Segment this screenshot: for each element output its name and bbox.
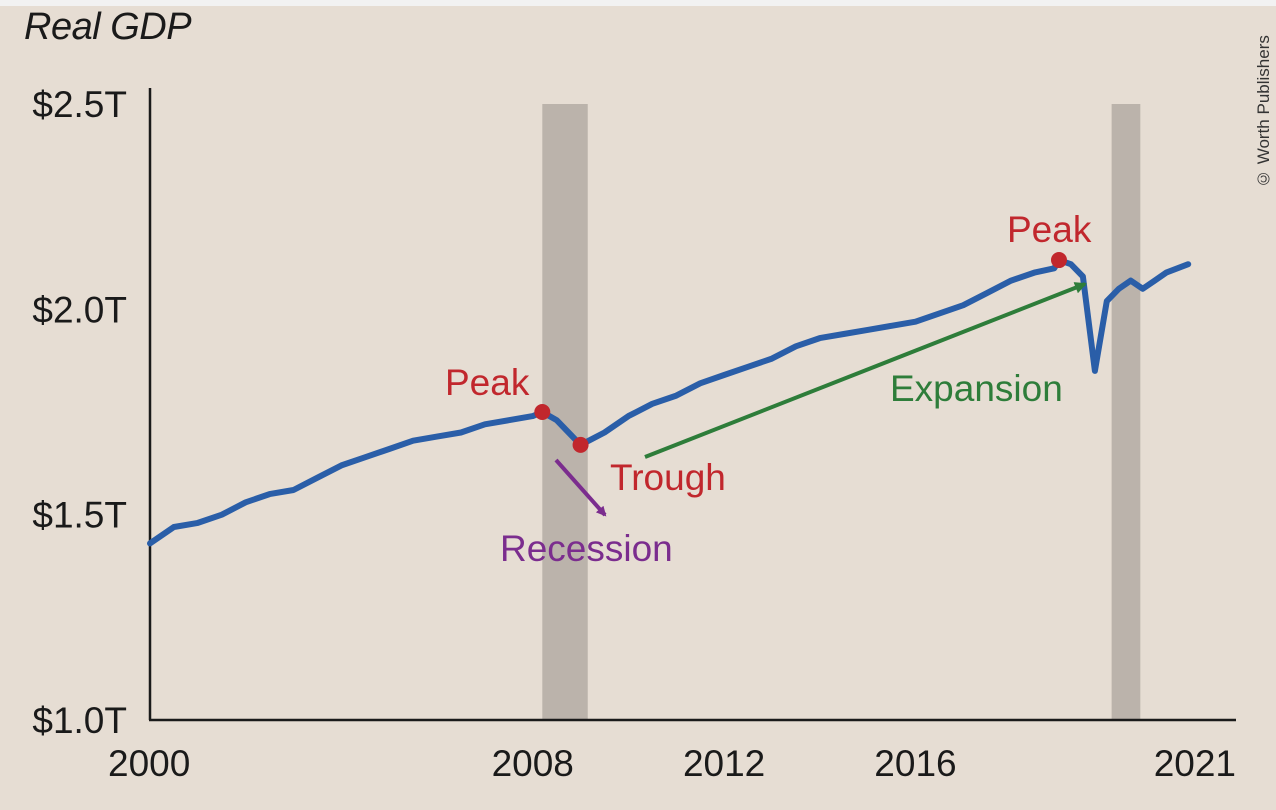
x-tick-label: 2008 [492, 743, 574, 784]
x-tick-label: 2000 [108, 743, 190, 784]
chart-title: Real GDP [24, 6, 192, 48]
recession-arrow [554, 458, 607, 517]
y-tick-label: $2.0T [32, 289, 127, 330]
y-tick-label: $2.5T [32, 84, 127, 125]
recession-label: Recession [500, 528, 673, 569]
gdp-series-line [147, 257, 1192, 547]
y-tick-label: $1.5T [32, 495, 127, 536]
peak-label-2019: Peak [1007, 209, 1092, 250]
x-tick-label: 2012 [683, 743, 765, 784]
expansion-label: Expansion [890, 368, 1063, 409]
peak-label-2008: Peak [445, 362, 530, 403]
recession-band-2 [1111, 104, 1141, 720]
y-tick-label: $1.0T [32, 700, 127, 741]
turning-point-marker [534, 404, 551, 420]
trough-label: Trough [610, 457, 726, 498]
turning-point-marker [1050, 252, 1067, 269]
top-strip [0, 0, 1276, 6]
x-tick-label: 2021 [1154, 743, 1236, 784]
x-tick-label: 2016 [874, 743, 956, 784]
turning-point-marker [572, 436, 589, 453]
expansion-arrow [644, 282, 1087, 459]
